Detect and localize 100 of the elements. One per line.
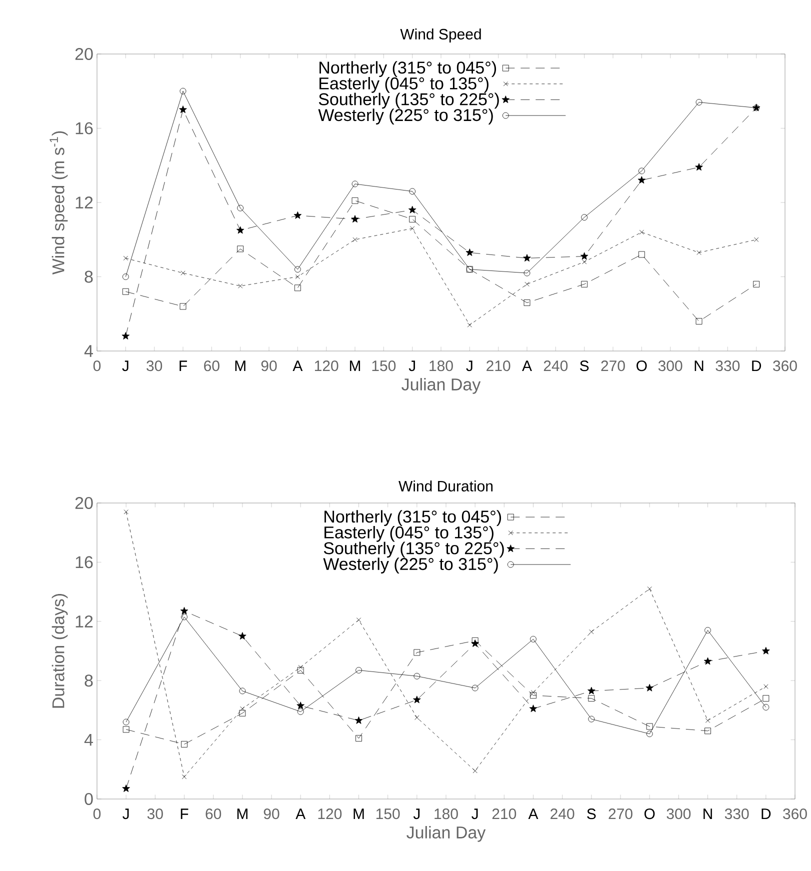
x-tick-label: O xyxy=(636,360,647,372)
point xyxy=(409,216,416,222)
x-tick-label: 330 xyxy=(724,808,749,820)
point xyxy=(180,606,188,614)
x-axis-title: Julian Day xyxy=(402,378,481,394)
point xyxy=(638,251,645,258)
x-tick-label: 300 xyxy=(658,360,682,372)
point xyxy=(122,726,130,733)
x-tick-label: 300 xyxy=(666,808,691,820)
point xyxy=(704,627,712,634)
point xyxy=(588,716,595,722)
point xyxy=(294,266,301,273)
point xyxy=(764,684,768,689)
x-tick-label: 30 xyxy=(146,360,162,372)
y-tick-label: 0 xyxy=(84,792,93,806)
legend-label: Easterly (045° to 135°) xyxy=(320,76,489,93)
point xyxy=(179,106,187,114)
x-tick-label: J xyxy=(466,360,472,372)
x-tick-label: 90 xyxy=(261,360,277,372)
x-tick-label: N xyxy=(694,360,704,371)
point xyxy=(237,246,244,252)
legend-label: Westerly (225° to 315°) xyxy=(318,108,493,124)
x-tick-label: J xyxy=(122,360,128,372)
x-tick-label: O xyxy=(644,808,655,820)
x-tick-label: D xyxy=(762,808,771,819)
x-tick-label: F xyxy=(180,360,188,371)
legend-label: Westerly (225° to 315°) xyxy=(323,558,498,574)
point xyxy=(356,618,362,622)
x-tick-label: J xyxy=(472,808,478,820)
point xyxy=(180,270,186,276)
point xyxy=(472,684,478,692)
y-axis-title: Wind speed (m s$^{-1}$) xyxy=(50,131,68,275)
point xyxy=(762,704,770,710)
point xyxy=(239,688,246,694)
point xyxy=(414,672,420,680)
x-tick-label: 180 xyxy=(434,808,458,820)
point xyxy=(524,270,530,276)
point xyxy=(638,176,646,184)
point xyxy=(356,735,362,742)
point xyxy=(706,718,710,723)
x-tick-label: M xyxy=(354,808,364,819)
legend-label: Southerly (135° to 225°) xyxy=(324,542,504,558)
x-tick-label: 210 xyxy=(492,808,516,820)
point xyxy=(524,300,530,306)
point xyxy=(410,226,415,231)
x-tick-label: 0 xyxy=(93,808,101,820)
point xyxy=(240,706,245,712)
point xyxy=(122,274,129,280)
x-tick-label: N xyxy=(704,808,712,819)
x-tick-label: J xyxy=(122,808,129,820)
point xyxy=(523,254,531,262)
x-tick-label: M xyxy=(235,360,246,371)
point xyxy=(123,256,128,261)
point xyxy=(753,280,760,288)
point xyxy=(529,704,538,712)
x-tick-label: M xyxy=(237,808,248,819)
point xyxy=(122,784,130,792)
chart-title: Wind Duration xyxy=(398,480,493,492)
point xyxy=(239,710,246,716)
point xyxy=(180,88,186,94)
y-axis-title: Duration (days) xyxy=(52,594,68,708)
point xyxy=(356,667,362,674)
y-tick-label: 4 xyxy=(84,734,94,746)
x-tick-label: 360 xyxy=(783,808,807,820)
point xyxy=(352,197,358,204)
point xyxy=(647,586,652,592)
point xyxy=(524,282,530,286)
x-tick-label: 270 xyxy=(601,360,625,372)
x-tick-label: 330 xyxy=(716,360,740,372)
y-tick-label: 16 xyxy=(76,122,93,134)
x-tick-label: S xyxy=(587,808,596,820)
point xyxy=(472,637,478,644)
x-tick-label: A xyxy=(292,360,303,371)
point xyxy=(588,695,595,702)
point xyxy=(180,303,186,310)
x-tick-label: 0 xyxy=(93,360,101,372)
y-tick-label: 12 xyxy=(76,196,93,208)
point xyxy=(580,252,588,260)
x-tick-label: S xyxy=(580,360,589,372)
point xyxy=(182,774,187,780)
chart-title: Wind Speed xyxy=(400,28,481,42)
point xyxy=(181,741,188,748)
x-tick-label: 240 xyxy=(550,808,574,820)
point xyxy=(639,230,644,235)
point xyxy=(414,649,420,656)
point xyxy=(236,226,244,234)
point xyxy=(294,211,302,219)
point xyxy=(238,632,246,640)
x-axis-title: Julian Day xyxy=(406,826,486,842)
legend-label: Easterly (045° to 135°) xyxy=(324,526,494,542)
x-tick-label: 30 xyxy=(147,808,163,820)
legend-label: Southerly (135° to 225°) xyxy=(318,92,499,109)
x-tick-label: 150 xyxy=(376,808,400,820)
point xyxy=(295,274,300,280)
point xyxy=(467,322,472,328)
legend-label: Northerly (315° to 045°) xyxy=(320,61,496,78)
point xyxy=(589,629,594,634)
point xyxy=(581,214,588,221)
x-tick-label: J xyxy=(408,360,416,372)
point xyxy=(530,692,537,699)
